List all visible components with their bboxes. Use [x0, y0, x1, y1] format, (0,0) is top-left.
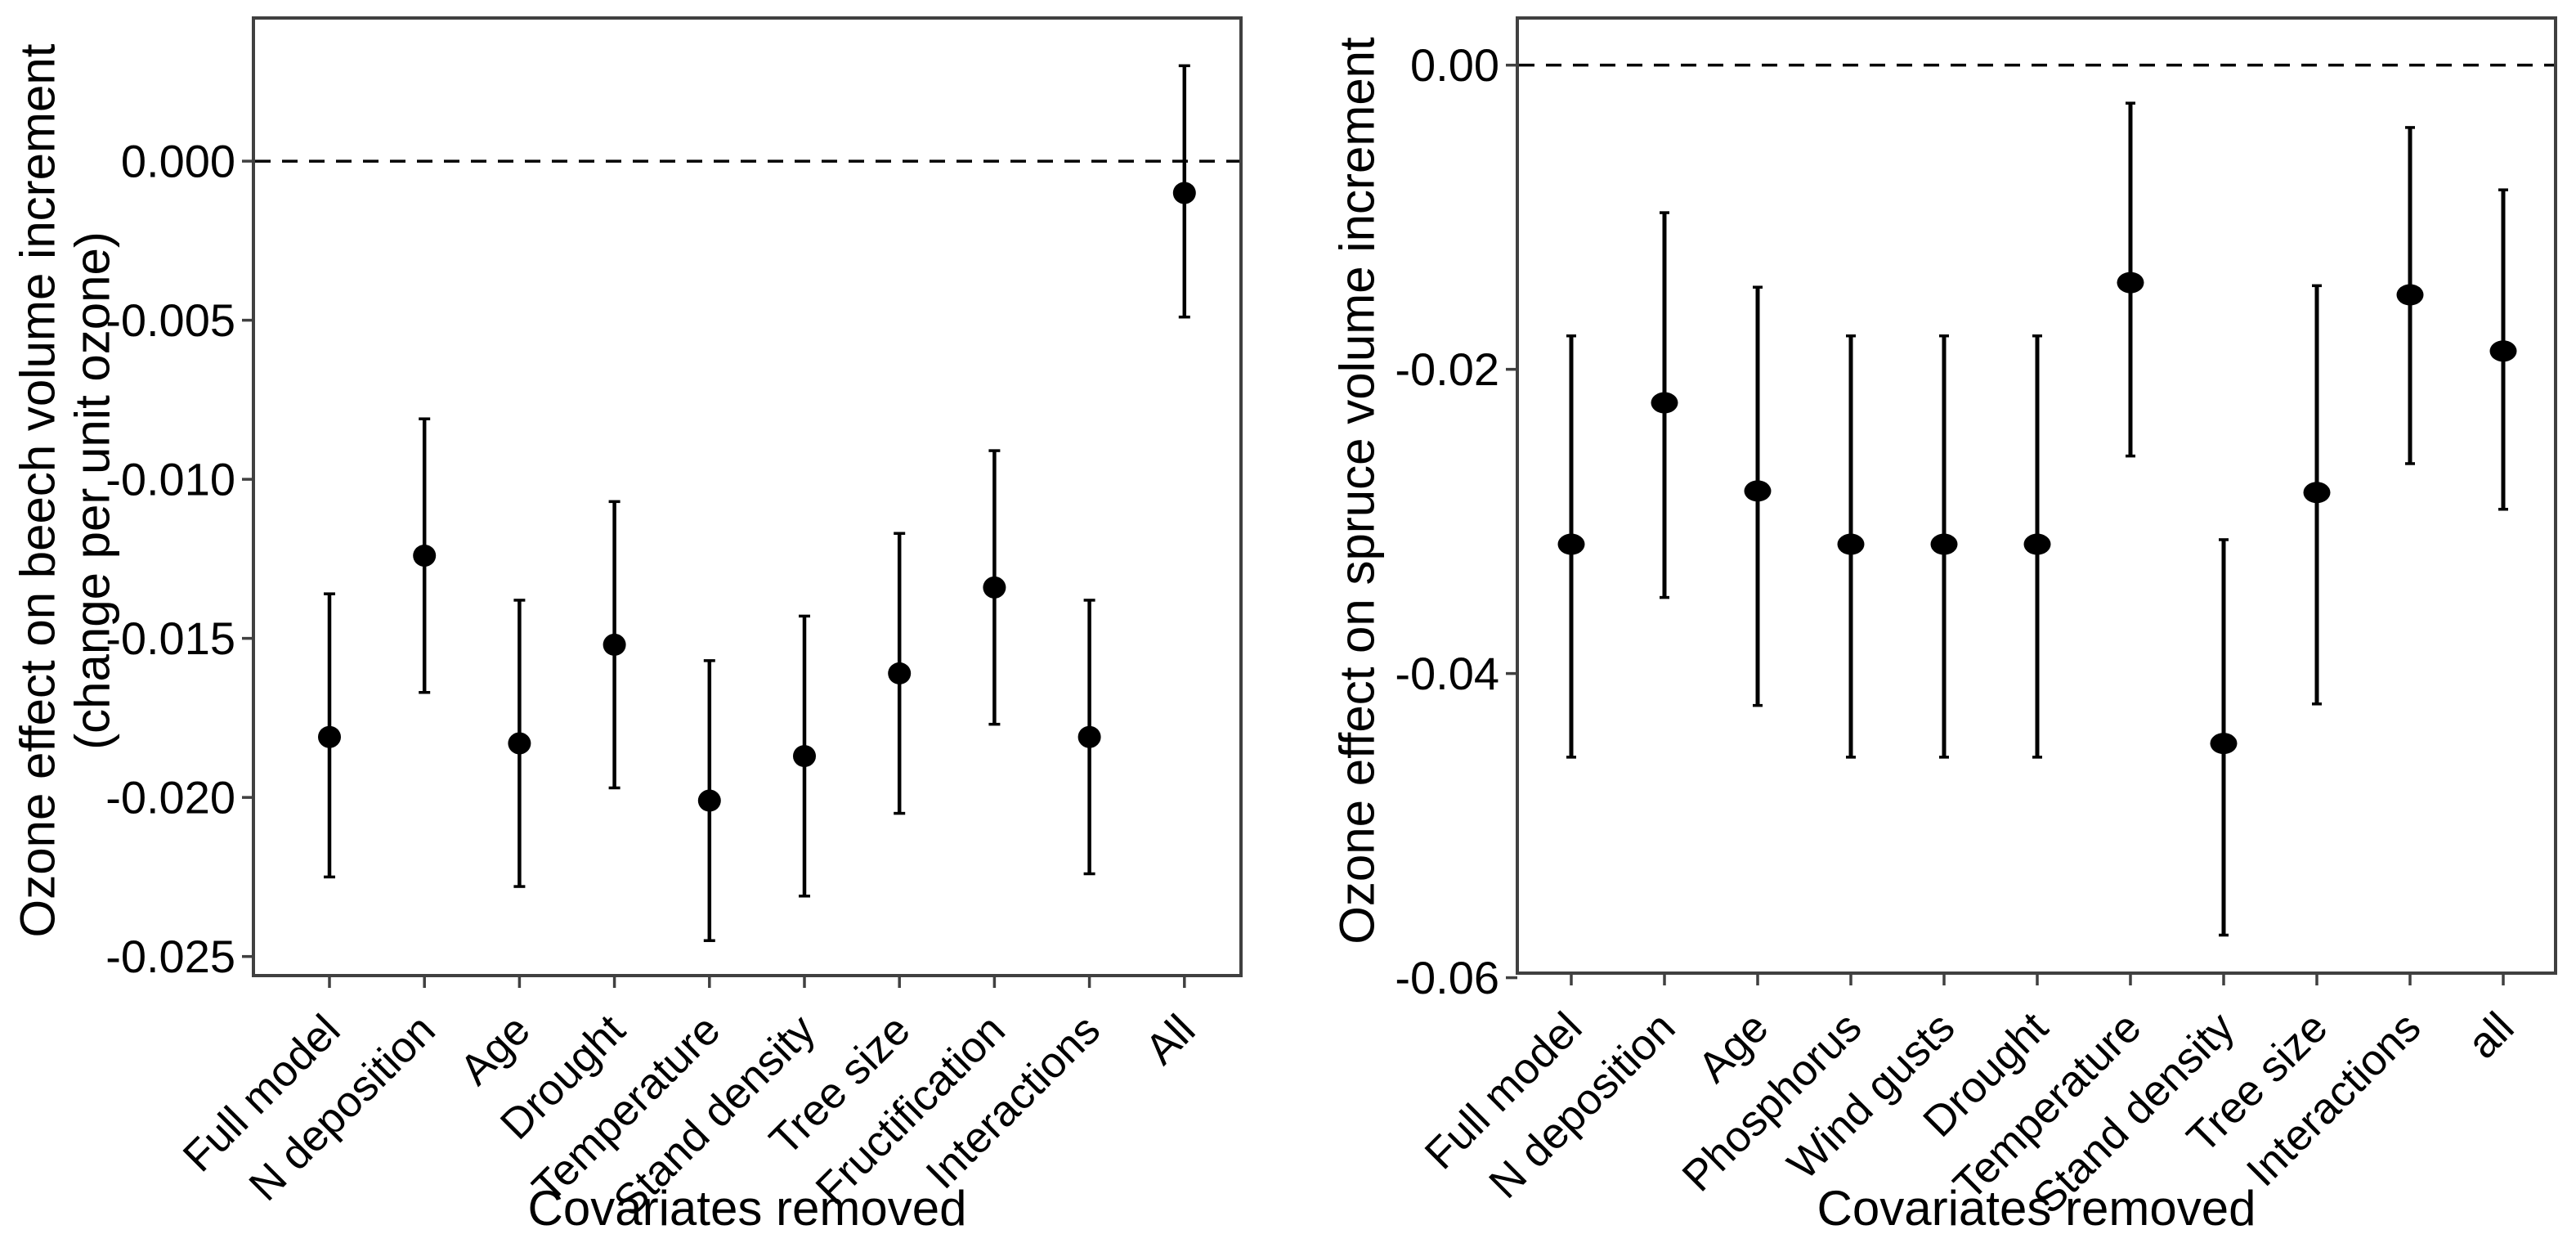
x-category-label: all	[2458, 1003, 2523, 1068]
point-estimate	[2023, 533, 2051, 555]
point-estimate	[983, 576, 1006, 599]
y-tick-label: 0.00	[1410, 39, 1499, 91]
y-tick-label: -0.04	[1395, 648, 1499, 699]
point-estimate	[318, 725, 341, 748]
y-tick-label: -0.06	[1395, 952, 1499, 1003]
point-estimate	[1172, 182, 1196, 204]
left-x-axis-title: Covariates removed	[528, 1181, 967, 1236]
point-estimate	[2117, 271, 2144, 294]
panel-border	[252, 16, 1243, 977]
point-estimate	[603, 633, 626, 656]
y-tick-label: 0.000	[121, 136, 235, 187]
y-tick-label: -0.02	[1395, 343, 1499, 395]
point-estimate	[2210, 733, 2238, 755]
left-y-axis-title-line-1: Ozone effect on beech volume increment	[11, 43, 65, 937]
y-tick-label: -0.025	[105, 931, 235, 982]
point-estimate	[1744, 480, 1772, 502]
point-estimate	[413, 544, 437, 567]
point-estimate	[1557, 533, 1585, 555]
right-x-axis-title: Covariates removed	[1817, 1181, 2256, 1236]
point-estimate	[1837, 533, 1865, 555]
point-estimate	[888, 662, 912, 684]
point-estimate	[2303, 482, 2331, 504]
y-tick-label: -0.015	[105, 613, 235, 664]
x-category-label: All	[1136, 1006, 1204, 1074]
point-estimate	[2489, 340, 2517, 362]
y-tick-label: -0.010	[105, 454, 235, 505]
point-estimate	[697, 789, 721, 812]
left-y-axis-title-line-2: (change per unit ozone)	[65, 231, 120, 750]
y-tick-label: -0.005	[105, 294, 235, 346]
point-estimate	[793, 745, 816, 768]
right-y-axis-title: Ozone effect on spruce volume increment	[1330, 37, 1385, 945]
point-estimate	[2396, 284, 2424, 306]
beech-panel: 0.000-0.005-0.010-0.015-0.020-0.025Full …	[105, 16, 1243, 1226]
point-estimate	[1651, 392, 1678, 414]
point-estimate	[1930, 533, 1958, 555]
y-tick-label: -0.020	[105, 772, 235, 823]
point-estimate	[508, 732, 531, 755]
point-estimate	[1077, 725, 1101, 748]
